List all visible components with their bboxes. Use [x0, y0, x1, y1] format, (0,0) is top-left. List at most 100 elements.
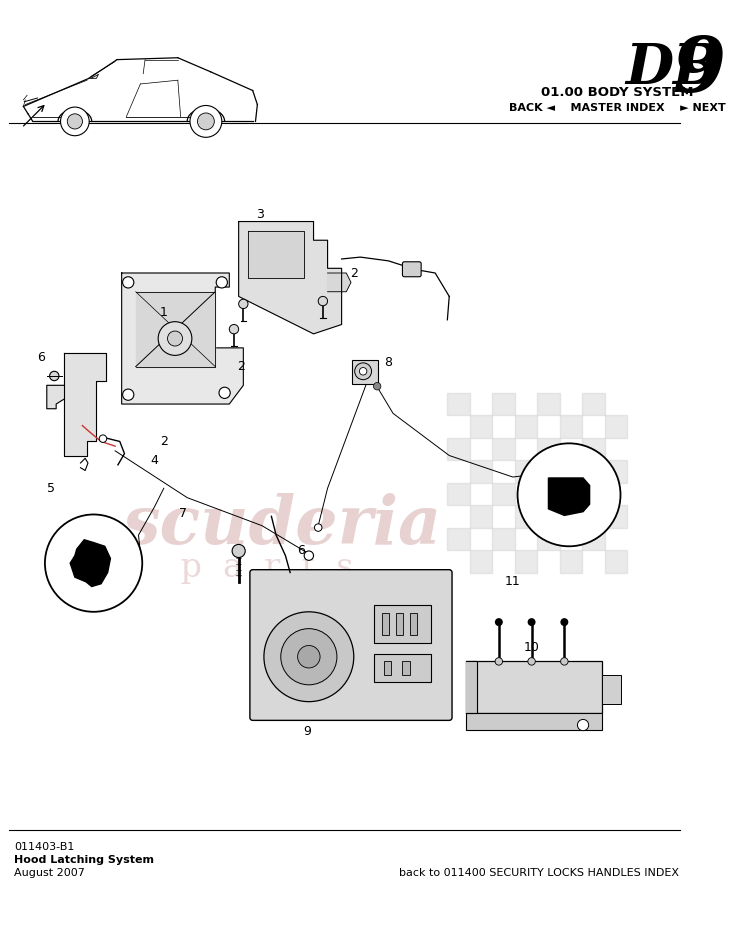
Text: 9: 9 — [672, 34, 725, 108]
Bar — [492, 528, 514, 550]
Text: scuderia: scuderia — [122, 494, 441, 558]
Text: 2: 2 — [350, 267, 357, 280]
Bar — [402, 661, 410, 674]
Bar — [604, 505, 627, 528]
Bar — [537, 482, 559, 505]
Text: 7: 7 — [178, 507, 186, 520]
Bar — [559, 415, 582, 438]
Bar — [447, 393, 469, 415]
Circle shape — [315, 524, 322, 532]
Bar — [559, 550, 582, 572]
Bar — [582, 393, 604, 415]
Circle shape — [495, 619, 502, 625]
FancyBboxPatch shape — [250, 569, 452, 720]
Bar — [602, 675, 621, 704]
Circle shape — [528, 657, 535, 665]
Circle shape — [158, 321, 192, 356]
Bar — [582, 482, 604, 505]
Circle shape — [354, 363, 371, 380]
Circle shape — [528, 619, 535, 625]
Circle shape — [264, 612, 354, 702]
Text: 11: 11 — [505, 575, 521, 588]
Bar — [604, 460, 627, 482]
Bar — [559, 505, 582, 528]
Circle shape — [190, 106, 222, 137]
Bar — [514, 415, 537, 438]
Polygon shape — [466, 661, 478, 713]
Text: 5: 5 — [47, 482, 55, 494]
Circle shape — [45, 515, 142, 612]
Circle shape — [495, 657, 503, 665]
Bar — [469, 505, 492, 528]
Bar — [469, 550, 492, 572]
Text: August 2007: August 2007 — [14, 869, 85, 878]
Bar — [374, 606, 430, 643]
Text: 01.00 BODY SYSTEM: 01.00 BODY SYSTEM — [542, 86, 694, 99]
Text: BACK ◄    MASTER INDEX    ► NEXT: BACK ◄ MASTER INDEX ► NEXT — [509, 103, 726, 113]
Bar — [514, 550, 537, 572]
Text: 4: 4 — [150, 454, 158, 467]
Circle shape — [167, 331, 183, 346]
Text: 9: 9 — [303, 725, 311, 738]
Circle shape — [304, 551, 313, 560]
Text: r    p  a  r  t  s: r p a r t s — [122, 552, 353, 583]
Bar — [382, 613, 389, 635]
Bar — [604, 550, 627, 572]
Bar — [492, 482, 514, 505]
Bar — [492, 438, 514, 460]
Circle shape — [60, 107, 89, 136]
Text: 6: 6 — [298, 544, 305, 557]
Circle shape — [561, 657, 568, 665]
Circle shape — [198, 113, 214, 130]
Bar — [469, 460, 492, 482]
Text: 6: 6 — [38, 351, 45, 364]
Circle shape — [99, 435, 107, 443]
Bar — [514, 460, 537, 482]
Text: 2: 2 — [237, 360, 245, 373]
Bar — [604, 415, 627, 438]
Bar — [374, 654, 430, 682]
Polygon shape — [63, 353, 105, 456]
Text: DB: DB — [625, 41, 720, 96]
Circle shape — [122, 389, 134, 400]
Circle shape — [239, 299, 248, 308]
Text: 3: 3 — [256, 208, 264, 221]
Bar — [447, 438, 469, 460]
Circle shape — [318, 296, 327, 306]
Bar — [582, 528, 604, 550]
Circle shape — [67, 114, 83, 129]
Circle shape — [374, 382, 381, 390]
Text: 1: 1 — [160, 306, 168, 319]
Polygon shape — [327, 273, 351, 292]
Bar — [384, 661, 391, 674]
Bar — [466, 713, 602, 730]
Bar — [537, 393, 559, 415]
Polygon shape — [136, 292, 215, 367]
Text: Hood Latching System: Hood Latching System — [14, 855, 154, 865]
Bar — [352, 360, 378, 384]
Polygon shape — [122, 273, 243, 404]
Circle shape — [49, 371, 59, 381]
FancyBboxPatch shape — [402, 262, 421, 277]
Text: 8: 8 — [385, 357, 392, 369]
Bar — [447, 482, 469, 505]
Bar — [447, 528, 469, 550]
Circle shape — [578, 720, 589, 731]
Text: 2: 2 — [160, 435, 168, 448]
Circle shape — [216, 277, 228, 288]
Circle shape — [517, 444, 621, 546]
Circle shape — [232, 544, 245, 557]
Bar — [559, 460, 582, 482]
Text: 10: 10 — [524, 641, 539, 654]
Circle shape — [298, 645, 320, 668]
Polygon shape — [548, 478, 590, 516]
Bar — [396, 613, 403, 635]
Text: 011403-B1: 011403-B1 — [14, 842, 74, 852]
Circle shape — [122, 277, 134, 288]
Bar — [466, 661, 602, 713]
Bar — [410, 613, 417, 635]
Circle shape — [360, 368, 367, 375]
Bar — [537, 528, 559, 550]
Bar — [492, 393, 514, 415]
Bar — [469, 415, 492, 438]
